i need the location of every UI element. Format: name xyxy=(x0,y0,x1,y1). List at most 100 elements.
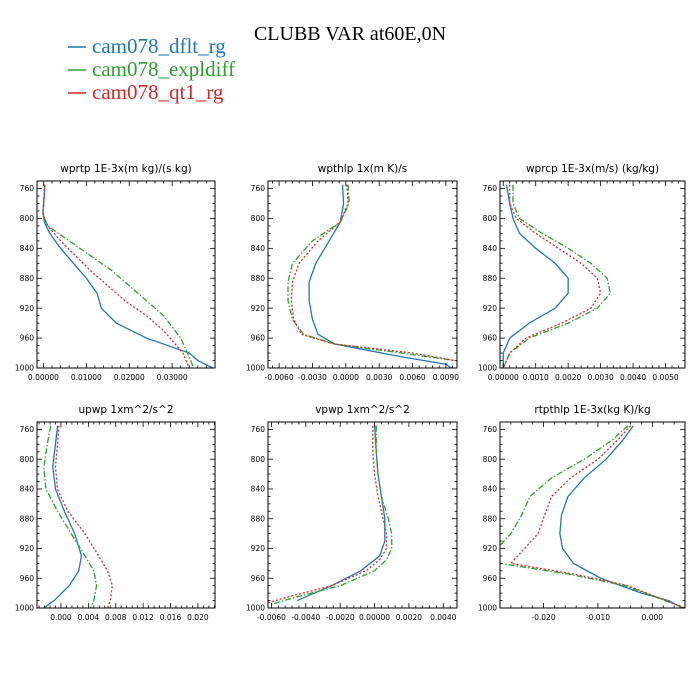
series-line-dflt xyxy=(502,184,569,368)
x-tick-label: 0.0040 xyxy=(430,613,456,622)
x-tick-label: 0.0010 xyxy=(523,373,549,382)
x-tick-label: 0.020 xyxy=(187,613,209,622)
panel-5: vpwp 1xm^2/s^27608008408809209601000-0.0… xyxy=(246,404,458,622)
y-tick-label: 960 xyxy=(251,334,266,343)
y-tick-label: 800 xyxy=(483,214,498,223)
y-tick-label: 880 xyxy=(251,274,266,283)
x-tick-label: -0.0030 xyxy=(298,373,327,382)
x-tick-label: 0.008 xyxy=(105,613,127,622)
x-tick-label: 0.0020 xyxy=(555,373,581,382)
y-tick-label: 760 xyxy=(251,425,266,434)
y-tick-label: 960 xyxy=(483,574,498,583)
panel-1: wprtp 1E-3x(m kg)/(s kg) 760 800 840 880 920 9… xyxy=(15,163,216,382)
y-tick-label: 920 xyxy=(251,544,266,553)
y-tick-label: 1000 xyxy=(15,604,34,613)
y-tick-label: 800 xyxy=(251,455,266,464)
x-tick-label: 0.000 xyxy=(50,613,72,622)
series-line-expldiff xyxy=(42,184,195,368)
y-tick-label: 960 xyxy=(483,334,498,343)
series-line-expldiff xyxy=(500,425,685,608)
y-tick-label: 920 xyxy=(251,304,266,313)
series-line-qt1 xyxy=(290,184,455,362)
y-tick-label: 840 xyxy=(20,485,35,494)
series-line-dflt xyxy=(42,184,214,368)
x-tick-label: 0.00000 xyxy=(488,373,519,382)
y-tick-label: 760 xyxy=(20,184,35,193)
y-tick-label: 800 xyxy=(20,455,35,464)
panels: wprtp 1E-3x(m kg)/(s kg) 760 800 840 880 920 9… xyxy=(15,163,686,622)
x-tick-label: -0.0040 xyxy=(291,613,320,622)
y-tick-label: 760 xyxy=(20,425,35,434)
x-tick-label: 0.0020 xyxy=(396,613,422,622)
panel-4: upwp 1xm^2/s^2 760 800 840 880 920 960 1000 0.00… xyxy=(15,404,216,622)
y-tick-label: 800 xyxy=(251,214,266,223)
x-tick-label: 0.00000 xyxy=(359,613,390,622)
legend: cam078_dflt_rgcam078_expldiffcam078_qt1_… xyxy=(68,34,235,104)
series-line-qt1 xyxy=(509,425,685,608)
series-line-expldiff xyxy=(271,425,393,605)
plot-frame xyxy=(499,421,686,609)
series-line-dflt xyxy=(43,425,83,608)
x-tick-label: 0.016 xyxy=(160,613,182,622)
y-tick-label: 840 xyxy=(483,244,498,253)
x-tick-label: 0.03000 xyxy=(157,373,188,382)
panel-title: wpthlp 1x(m K)/s xyxy=(318,163,408,175)
y-tick-label: 960 xyxy=(20,574,35,583)
x-tick-label: 0.0000 xyxy=(333,373,359,382)
panel-title: rtpthlp 1E-3x(kg K)/kg xyxy=(534,404,650,416)
y-tick-label: 960 xyxy=(20,334,35,343)
panel-title: vpwp 1xm^2/s^2 xyxy=(315,404,410,416)
plot-frame xyxy=(36,421,216,609)
y-tick-label: 760 xyxy=(483,425,498,434)
y-tick-label: 840 xyxy=(251,244,266,253)
y-tick-label: 880 xyxy=(483,514,498,523)
x-tick-label: 0.0040 xyxy=(620,373,646,382)
x-tick-label: 0.012 xyxy=(132,613,154,622)
x-tick-label: 0.0030 xyxy=(587,373,613,382)
y-tick-label: 920 xyxy=(483,304,498,313)
x-tick-label: -0.0060 xyxy=(265,373,294,382)
series-line-qt1 xyxy=(54,425,113,608)
x-tick-label: -0.0060 xyxy=(257,613,286,622)
y-tick-label: 840 xyxy=(20,244,35,253)
x-tick-label: 0.01000 xyxy=(71,373,102,382)
plot-frame xyxy=(36,180,216,369)
x-tick-label: 0.0050 xyxy=(652,373,678,382)
legend-label: cam078_qt1_rg xyxy=(92,80,224,104)
y-tick-label: 920 xyxy=(20,304,35,313)
y-tick-label: 1000 xyxy=(15,364,34,373)
y-tick-label: 840 xyxy=(251,485,266,494)
x-tick-label: 0.0090 xyxy=(433,373,459,382)
panel-title: upwp 1xm^2/s^2 xyxy=(79,404,174,416)
series-line-dflt xyxy=(559,425,683,608)
panel-6: rtpthlp 1E-3x(kg K)/kg 760 800 840 880 920 960… xyxy=(478,404,686,622)
panel-3: wprcp 1E-3x(m/s) (kg/kg) 760 800 840 880 920 9… xyxy=(478,163,686,382)
y-tick-label: 920 xyxy=(20,544,35,553)
y-tick-label: 880 xyxy=(251,514,266,523)
y-tick-label: 880 xyxy=(20,274,35,283)
y-tick-label: 760 xyxy=(251,184,266,193)
plot-frame xyxy=(267,180,458,369)
plot-frame xyxy=(499,180,686,369)
x-tick-label: -0.0020 xyxy=(326,613,355,622)
y-tick-label: 800 xyxy=(20,214,35,223)
y-tick-label: 800 xyxy=(483,455,498,464)
panel-title: wprtp 1E-3x(m kg)/(s kg) xyxy=(60,163,191,175)
series-line-expldiff xyxy=(43,425,98,608)
y-tick-label: 1000 xyxy=(478,364,497,373)
y-tick-label: 960 xyxy=(251,574,266,583)
panel-2: wpthlp 1x(m K)/s7608008408809209601000-0… xyxy=(246,163,459,382)
x-tick-label: -0.020 xyxy=(531,613,555,622)
legend-label: cam078_expldiff xyxy=(92,57,235,81)
y-tick-label: 840 xyxy=(483,485,498,494)
plot-frame xyxy=(267,421,458,609)
series-line-dflt xyxy=(296,425,386,602)
figure-title: CLUBB VAR at60E,0N xyxy=(254,23,446,45)
y-tick-label: 1000 xyxy=(246,364,265,373)
x-tick-label: -0.010 xyxy=(586,613,610,622)
x-tick-label: 0.02000 xyxy=(114,373,145,382)
y-tick-label: 920 xyxy=(483,544,498,553)
series-line-dflt xyxy=(308,184,452,368)
panel-title: wprcp 1E-3x(m/s) (kg/kg) xyxy=(526,163,659,175)
